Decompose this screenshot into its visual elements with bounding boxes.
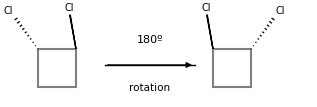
- Text: Cl: Cl: [276, 6, 286, 16]
- Text: 180º: 180º: [137, 35, 163, 45]
- Text: Cl: Cl: [3, 6, 13, 16]
- Polygon shape: [207, 15, 213, 49]
- Polygon shape: [70, 15, 76, 49]
- Text: Cl: Cl: [201, 3, 211, 13]
- Bar: [213, 49, 251, 87]
- Text: Cl: Cl: [64, 3, 74, 13]
- Text: rotation: rotation: [129, 83, 171, 93]
- Bar: [38, 49, 76, 87]
